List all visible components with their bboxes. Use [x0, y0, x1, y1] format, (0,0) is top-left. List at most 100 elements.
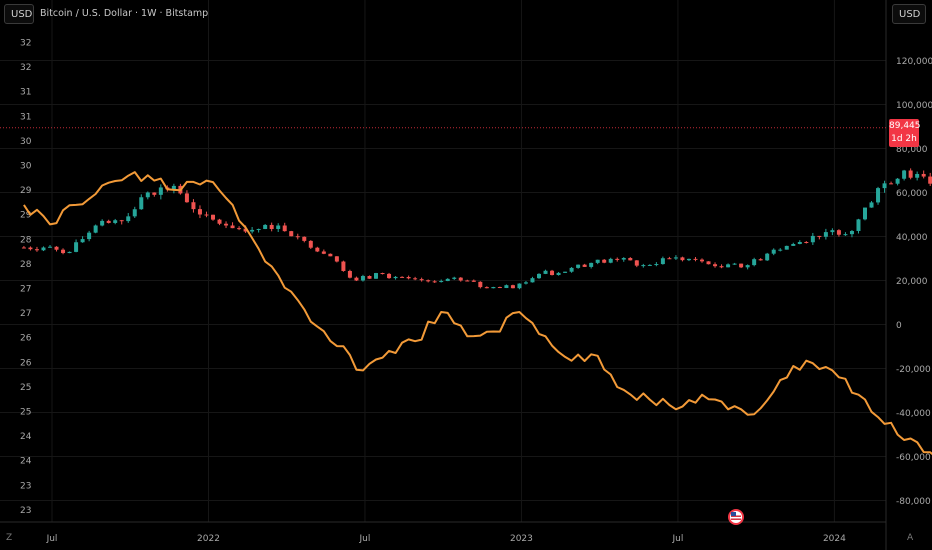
candle-body [778, 249, 783, 251]
candle-body [269, 224, 274, 229]
candle-body [100, 220, 105, 226]
candle [393, 276, 398, 280]
candle-body [21, 247, 26, 249]
candle-body [491, 287, 496, 289]
candle-body [256, 229, 261, 231]
candle-body [145, 192, 150, 198]
candle-body [132, 209, 137, 217]
candle-body [726, 264, 731, 268]
candle-body [634, 260, 639, 266]
candle [67, 251, 72, 254]
candle [595, 259, 600, 265]
candle [686, 258, 691, 262]
candle-body [550, 270, 555, 276]
candle [204, 211, 209, 218]
left-axis-tick: 25 [20, 408, 31, 418]
candle [869, 201, 874, 208]
left-axis-tick: 31 [20, 112, 31, 122]
candle [237, 226, 242, 231]
candle-body [419, 279, 424, 281]
left-currency-button[interactable]: USD [4, 4, 34, 24]
candle [589, 262, 594, 269]
candle [569, 267, 574, 273]
candle [106, 219, 111, 224]
candle [876, 186, 881, 205]
flag-canton [731, 512, 736, 516]
candle [510, 284, 515, 289]
bar-countdown: 1d 2h [891, 134, 917, 144]
right-axis-tick: 100,000 [896, 101, 932, 111]
candle-body [680, 257, 685, 261]
candle [400, 276, 405, 278]
candle-body [602, 259, 607, 263]
candle-body [393, 276, 398, 279]
candle [797, 240, 802, 245]
candle [915, 171, 920, 181]
candle-body [732, 263, 737, 265]
candle-body [823, 232, 828, 237]
right-axis-tick: -80,000 [896, 497, 931, 507]
candle [478, 281, 483, 289]
left-axis-tick: 23 [20, 481, 31, 491]
candle-body [61, 249, 66, 254]
right-axis-tick: -60,000 [896, 453, 931, 463]
candle-body [843, 234, 848, 236]
candle [602, 259, 607, 264]
candle-body [360, 276, 365, 281]
candle [491, 286, 496, 289]
candle-body [74, 242, 79, 252]
candle [706, 261, 711, 265]
candle-body [250, 229, 255, 232]
candle-body [510, 285, 515, 289]
right-axis-tick: 80,000 [896, 145, 928, 155]
candle-body [497, 287, 502, 289]
candle [680, 256, 685, 262]
candle [367, 275, 372, 279]
candle-body [654, 264, 659, 266]
candle-body [367, 276, 372, 279]
candle [849, 230, 854, 238]
candle-body [902, 170, 907, 179]
candle [771, 248, 776, 256]
candle [80, 236, 85, 243]
left-axis-tick: 26 [20, 358, 32, 368]
candle [856, 218, 861, 234]
candle-body [374, 273, 378, 279]
candle-body [445, 278, 450, 282]
x-axis: Jul2022Jul2023Jul2024Jul2025Jul2026Jul [46, 534, 847, 544]
candle-body [119, 220, 124, 222]
candle [439, 279, 444, 283]
auto-scale-toggle[interactable]: A [907, 533, 914, 543]
candle [654, 262, 659, 267]
candle [269, 222, 274, 232]
candle [817, 235, 822, 240]
candle-body [504, 285, 509, 289]
candle-body [406, 277, 411, 279]
candle [667, 256, 672, 260]
candle [263, 224, 268, 230]
candle-body [452, 277, 457, 279]
candle [523, 280, 528, 285]
candle-body [465, 280, 470, 282]
candle-body [54, 246, 59, 250]
candle-body [667, 258, 672, 260]
candle-body [713, 264, 718, 267]
candle-body [28, 247, 33, 250]
timezone-toggle[interactable]: Z [6, 533, 13, 543]
right-currency-button[interactable]: USD [892, 4, 926, 24]
candle [132, 206, 137, 218]
candle-body [582, 264, 587, 267]
candle-body [810, 235, 815, 243]
candle-body [328, 253, 333, 257]
candle-body [139, 197, 144, 210]
candle-body [700, 259, 704, 262]
candle [315, 246, 320, 253]
candle [621, 257, 626, 262]
candle [484, 286, 489, 289]
candle-body [289, 231, 294, 237]
candle [752, 257, 757, 267]
left-axis-tick: 23 [20, 506, 31, 516]
candle-body [797, 242, 802, 245]
candle [791, 242, 796, 246]
